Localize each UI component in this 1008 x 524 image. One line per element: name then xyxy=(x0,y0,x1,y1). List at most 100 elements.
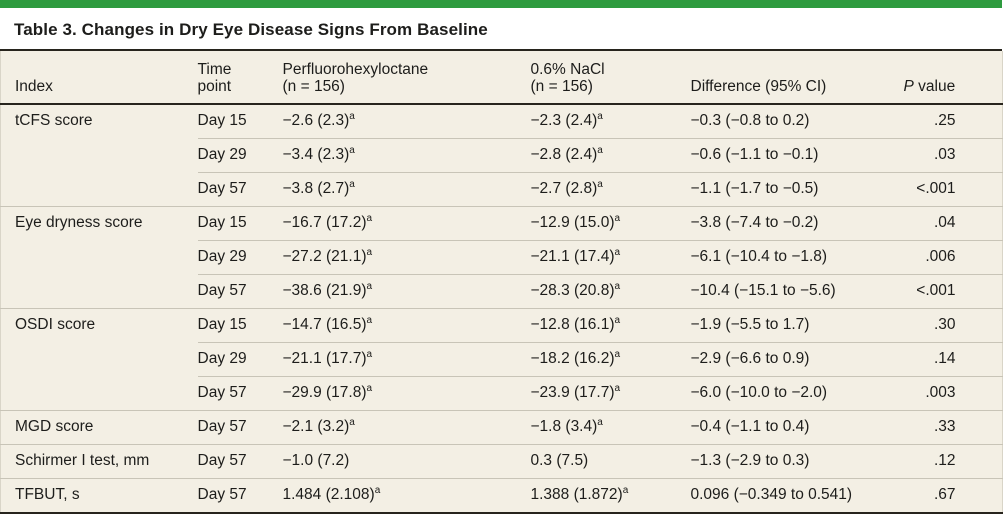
header-p-value: P value xyxy=(903,51,1003,105)
index-cell: Eye dryness score xyxy=(0,206,198,241)
footnote-marker: a xyxy=(614,314,621,326)
difference-cell: −2.9 (−6.6 to 0.9) xyxy=(690,342,904,377)
footnote-marker: a xyxy=(614,212,621,224)
index-cell: TFBUT, s xyxy=(0,478,198,513)
footnote-marker: a xyxy=(349,144,355,156)
time-point-cell: Day 57 xyxy=(197,444,283,479)
index-cell-text: tCFS score xyxy=(15,112,93,129)
difference-cell-text: −1.3 (−2.9 to 0.3) xyxy=(690,452,810,469)
time-point-cell: Day 15 xyxy=(198,104,283,139)
title-block: Table 3. Changes in Dry Eye Disease Sign… xyxy=(0,8,1002,51)
p-value-text: .04 xyxy=(933,214,956,231)
nacl-value-cell-text: 0.3 (7.5) xyxy=(530,452,589,469)
perfluorohexyloctane-value-cell-text: −21.1 (17.7) xyxy=(282,350,367,367)
header-p-value-label: P value xyxy=(904,78,997,95)
nacl-value-cell-text: −2.8 (2.4) xyxy=(530,146,598,163)
index-cell: MGD score xyxy=(0,410,198,445)
header-nacl: 0.6% NaCl (n = 156) xyxy=(530,51,691,105)
difference-cell: −10.4 (−15.1 to −5.6) xyxy=(690,274,904,309)
p-value-cell: <.001 xyxy=(903,274,1003,309)
footnote-marker: a xyxy=(349,110,355,122)
p-value-cell: .33 xyxy=(903,410,1003,445)
time-point-cell: Day 15 xyxy=(197,308,283,343)
index-cell xyxy=(1,241,198,275)
difference-cell-text: 0.096 (−0.349 to 0.541) xyxy=(690,486,853,503)
index-cell-text: MGD score xyxy=(15,418,94,435)
p-value-text: <.001 xyxy=(916,282,956,299)
difference-cell: −3.8 (−7.4 to −0.2) xyxy=(690,206,904,241)
nacl-value-cell-text: −18.2 (16.2) xyxy=(530,350,615,367)
footnote-marker: a xyxy=(597,144,603,156)
p-value-cell: .006 xyxy=(903,240,1003,275)
header-pfho-line2: (n = 156) xyxy=(282,78,345,95)
difference-cell: −1.1 (−1.7 to −0.5) xyxy=(690,172,904,207)
nacl-value-cell: −18.2 (16.2)a xyxy=(530,342,691,377)
p-value-text: .67 xyxy=(933,486,956,503)
header-perfluorohexyloctane: Perfluorohexyloctane (n = 156) xyxy=(282,51,531,105)
footnote-marker: a xyxy=(366,314,373,326)
footnote-marker: a xyxy=(597,416,603,428)
table-body: tCFS score Day 15 −2.6 (2.3)a −2.3 (2.4)a −0… xyxy=(0,104,1003,513)
nacl-value-cell-text: −1.8 (3.4) xyxy=(530,418,598,435)
perfluorohexyloctane-value-cell-text: −3.8 (2.7) xyxy=(282,180,350,197)
table-row: MGD score Day 57 −2.1 (3.2)a −1.8 (3.4)a −0.… xyxy=(0,410,1003,445)
p-value-cell: .30 xyxy=(903,308,1003,343)
p-value-cell: .03 xyxy=(903,138,1003,173)
time-point-cell-text: Day 15 xyxy=(197,214,247,231)
header-p-rest: value xyxy=(913,78,956,95)
time-point-cell: Day 57 xyxy=(197,274,283,309)
perfluorohexyloctane-value-cell: 1.484 (2.108)a xyxy=(282,478,531,513)
table-row: Eye dryness score Day 15 −16.7 (17.2)a −12.… xyxy=(0,206,1003,241)
table-row: OSDI score Day 15 −14.7 (16.5)a −12.8 (16.1… xyxy=(0,308,1003,343)
difference-cell-text: −6.1 (−10.4 to −1.8) xyxy=(690,248,828,265)
data-table: Index Time point Perfluorohexyloctane (n… xyxy=(0,51,1003,514)
difference-cell-text: −6.0 (−10.0 to −2.0) xyxy=(690,384,828,401)
p-value-cell: <.001 xyxy=(903,172,1003,207)
p-value-text: .03 xyxy=(933,146,956,163)
p-value-cell: .14 xyxy=(903,342,1003,377)
nacl-value-cell-text: −2.7 (2.8) xyxy=(530,180,598,197)
perfluorohexyloctane-value-cell-text: −2.1 (3.2) xyxy=(282,418,350,435)
index-cell xyxy=(1,343,198,377)
time-point-cell: Day 57 xyxy=(197,410,283,445)
table-row: TFBUT, s Day 57 1.484 (2.108)a 1.388 (1.872… xyxy=(0,478,1003,513)
perfluorohexyloctane-value-cell-text: −38.6 (21.9) xyxy=(282,282,367,299)
p-value-cell: .12 xyxy=(903,444,1003,479)
nacl-value-cell: −2.3 (2.4)a xyxy=(531,104,691,139)
time-point-cell-text: Day 57 xyxy=(197,180,247,197)
difference-cell-text: −10.4 (−15.1 to −5.6) xyxy=(690,282,836,299)
header-index: Index xyxy=(0,51,198,105)
index-cell xyxy=(1,173,198,207)
index-cell-text: TFBUT, s xyxy=(15,486,80,503)
footnote-marker: a xyxy=(614,348,621,360)
perfluorohexyloctane-value-cell: −3.4 (2.3)a xyxy=(282,138,531,173)
footnote-marker: a xyxy=(597,110,603,122)
time-point-cell-text: Day 15 xyxy=(197,316,247,333)
table-row: Day 29 −21.1 (17.7) a −18.2 (16.2)a −2.9 (−6… xyxy=(1,342,1003,377)
difference-cell-text: −1.9 (−5.5 to 1.7) xyxy=(690,316,810,333)
perfluorohexyloctane-value-cell: −3.8 (2.7)a xyxy=(282,172,531,207)
header-row: Index Time point Perfluorohexyloctane (n… xyxy=(0,51,1003,105)
header-time-line2: point xyxy=(197,78,232,95)
difference-cell: −1.9 (−5.5 to 1.7) xyxy=(690,308,904,343)
footnote-marker: a xyxy=(366,246,373,258)
p-value-text: .30 xyxy=(933,316,956,333)
nacl-value-cell: 0.3 (7.5) xyxy=(530,444,691,479)
p-value-text: .14 xyxy=(933,350,956,367)
time-point-cell: Day 29 xyxy=(197,138,283,173)
p-value-text: .003 xyxy=(925,384,956,401)
index-cell: OSDI score xyxy=(0,308,198,343)
header-nacl-line1: 0.6% NaCl xyxy=(530,61,605,78)
index-cell-text: Eye dryness score xyxy=(15,214,143,231)
p-value-text: <.001 xyxy=(916,180,956,197)
difference-cell-text: −0.3 (−0.8 to 0.2) xyxy=(690,112,810,129)
difference-cell-text: −0.4 (−1.1 to 0.4) xyxy=(690,418,810,435)
perfluorohexyloctane-value-cell-text: −27.2 (21.1) xyxy=(282,248,367,265)
index-cell xyxy=(1,139,198,173)
time-point-cell-text: Day 29 xyxy=(197,350,247,367)
table-row: Day 57 −38.6 (21.9)a −28.3 (20.8)a −10.4 (−… xyxy=(1,274,1003,309)
time-point-cell-text: Day 57 xyxy=(197,486,247,503)
index-cell xyxy=(1,377,198,411)
header-p-italic: P xyxy=(903,78,914,95)
nacl-value-cell-text: 1.388 (1.872) xyxy=(530,486,623,503)
